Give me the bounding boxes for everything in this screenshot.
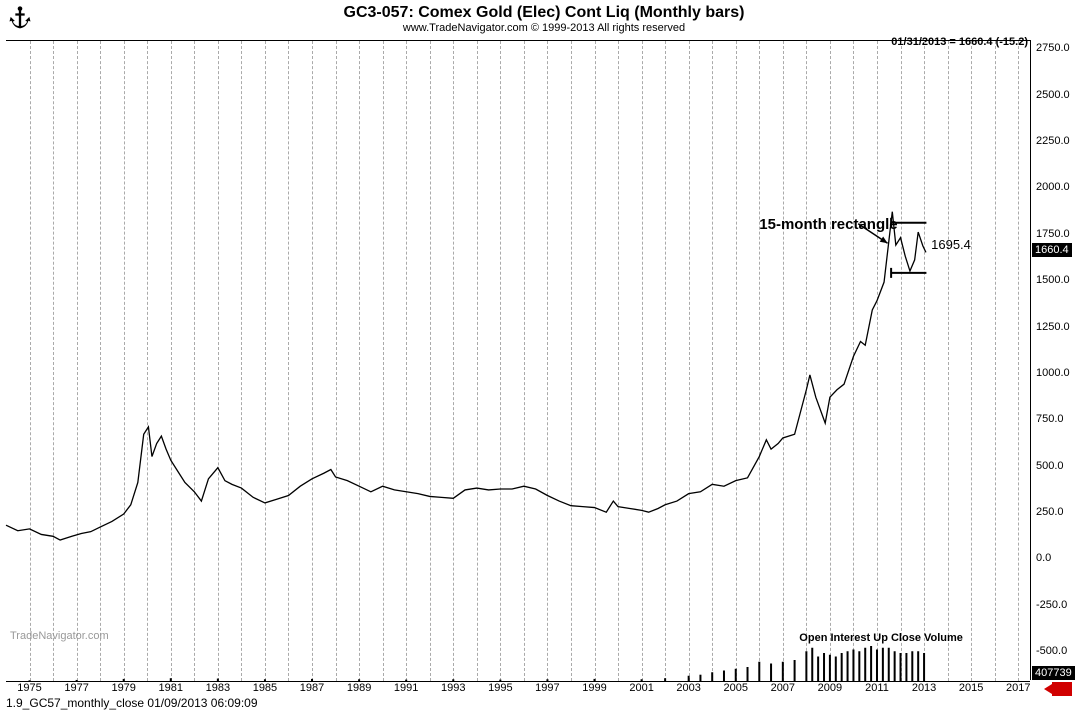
y-tick: 2000.0 (1036, 181, 1070, 193)
volume-marker: 407739 (1032, 666, 1075, 680)
y-tick: 2750.0 (1036, 42, 1070, 54)
y-tick: 0.0 (1036, 552, 1051, 564)
x-tick: 1977 (64, 682, 88, 694)
x-tick: 2015 (959, 682, 983, 694)
x-tick: 2003 (676, 682, 700, 694)
watermark: TradeNavigator.com (10, 630, 109, 642)
x-tick: 1999 (582, 682, 606, 694)
x-tick: 1995 (488, 682, 512, 694)
chart-subtitle: www.TradeNavigator.com © 1999-2013 All r… (0, 22, 1088, 34)
x-tick: 2005 (723, 682, 747, 694)
price-marker: 1660.4 (1032, 243, 1072, 257)
y-tick: 2500.0 (1036, 89, 1070, 101)
y-tick: 250.0 (1036, 506, 1064, 518)
x-tick: 1989 (347, 682, 371, 694)
rectangle-value-label: 1695.4 (931, 237, 971, 252)
x-tick: 1985 (253, 682, 277, 694)
x-tick: 1987 (300, 682, 324, 694)
x-tick: 1983 (206, 682, 230, 694)
x-tick: 2013 (912, 682, 936, 694)
pattern-annotation: 15-month rectangle (759, 216, 897, 233)
y-tick: 1000.0 (1036, 367, 1070, 379)
chart-title: GC3-057: Comex Gold (Elec) Cont Liq (Mon… (0, 4, 1088, 22)
red-arrow-icon (1044, 682, 1072, 696)
x-tick: 2009 (818, 682, 842, 694)
y-tick: 1500.0 (1036, 274, 1070, 286)
y-tick: 750.0 (1036, 413, 1064, 425)
x-tick: 2001 (629, 682, 653, 694)
x-tick: 2011 (865, 682, 889, 694)
x-tick: 1979 (111, 682, 135, 694)
y-tick: 500.0 (1036, 460, 1064, 472)
y-tick: 1250.0 (1036, 321, 1070, 333)
y-tick: 1750.0 (1036, 228, 1070, 240)
x-tick: 1993 (441, 682, 465, 694)
x-tick: 1981 (159, 682, 183, 694)
volume-legend: Open Interest Up Close Volume (799, 632, 963, 644)
x-tick: 1975 (17, 682, 41, 694)
price-line (6, 212, 926, 540)
footer-text: 1.9_GC57_monthly_close 01/09/2013 06:09:… (6, 696, 258, 710)
x-tick: 2007 (771, 682, 795, 694)
y-tick: 2250.0 (1036, 135, 1070, 147)
price-chart-area[interactable] (6, 40, 1030, 682)
y-tick: -500.0 (1036, 645, 1067, 657)
y-tick: -250.0 (1036, 599, 1067, 611)
x-tick: 1991 (394, 682, 418, 694)
x-tick: 2017 (1006, 682, 1030, 694)
x-tick: 1997 (535, 682, 559, 694)
